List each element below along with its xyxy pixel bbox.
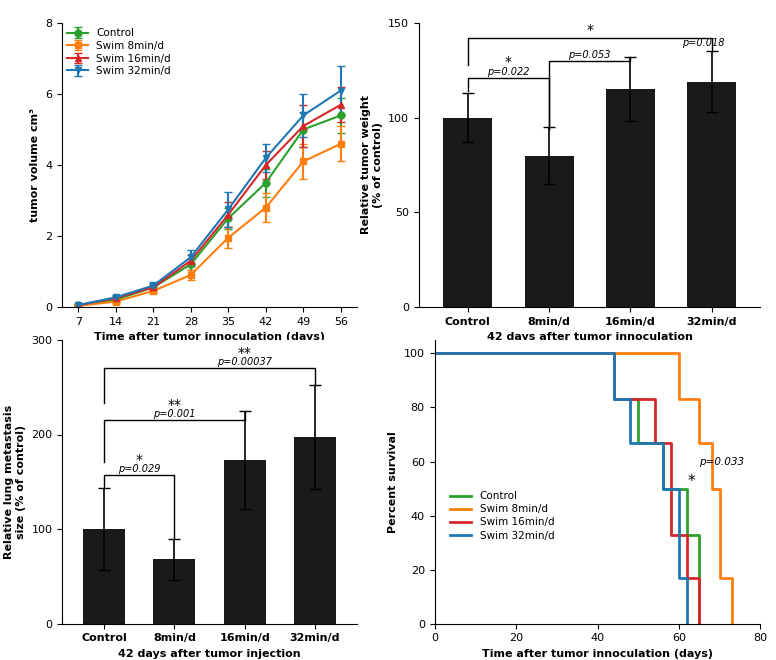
Swim 8min/d <box>707 484 716 492</box>
Swim 32min/d <box>683 620 692 628</box>
Swim 32min/d <box>674 574 684 581</box>
Swim 16min/d <box>430 349 439 357</box>
Swim 32min/d <box>658 484 667 492</box>
Swim 32min/d <box>625 439 635 447</box>
Line: Swim 16min/d: Swim 16min/d <box>435 353 699 624</box>
Swim 8min/d <box>601 349 611 357</box>
Text: p=0.029: p=0.029 <box>118 464 161 475</box>
Legend: Control, Swim 8min/d, Swim 16min/d, Swim 32min/d: Control, Swim 8min/d, Swim 16min/d, Swim… <box>446 487 559 544</box>
X-axis label: Time after tumor innoculation (days): Time after tumor innoculation (days) <box>94 332 325 342</box>
Swim 8min/d <box>430 349 439 357</box>
X-axis label: 42 days after tumor innoculation: 42 days after tumor innoculation <box>487 332 693 342</box>
X-axis label: Time after tumor innoculation (days): Time after tumor innoculation (days) <box>482 649 713 659</box>
Line: Swim 32min/d: Swim 32min/d <box>435 353 688 624</box>
Swim 16min/d <box>601 349 611 357</box>
Text: *: * <box>505 55 512 69</box>
Text: p=0.00037: p=0.00037 <box>217 357 272 368</box>
Swim 8min/d <box>715 574 725 581</box>
X-axis label: 42 days after tumor injection: 42 days after tumor injection <box>118 649 301 659</box>
Control <box>658 484 667 492</box>
Text: p=0.033: p=0.033 <box>699 457 744 467</box>
Control <box>430 349 439 357</box>
Text: p=0.001: p=0.001 <box>153 409 196 419</box>
Swim 8min/d <box>674 395 684 403</box>
Swim 16min/d <box>695 620 704 628</box>
Bar <box>606 89 655 307</box>
Swim 32min/d <box>593 349 602 357</box>
Line: Control: Control <box>435 353 699 624</box>
Swim 32min/d <box>430 349 439 357</box>
Swim 8min/d <box>695 439 704 447</box>
Swim 16min/d <box>650 439 660 447</box>
Control <box>633 439 643 447</box>
Swim 8min/d <box>727 620 736 628</box>
Control <box>683 531 692 539</box>
Bar <box>443 117 492 307</box>
Text: *: * <box>688 474 695 488</box>
Bar <box>525 156 573 307</box>
Control <box>609 395 618 403</box>
Y-axis label: Relative lung metastasis
size (% of control): Relative lung metastasis size (% of cont… <box>4 405 26 559</box>
Bar <box>154 560 196 624</box>
Line: Swim 8min/d: Swim 8min/d <box>435 353 732 624</box>
Text: *: * <box>136 453 143 467</box>
Swim 16min/d <box>695 620 704 628</box>
Swim 32min/d <box>683 620 692 628</box>
Text: p=0.018: p=0.018 <box>682 38 725 48</box>
Control <box>695 574 704 581</box>
Text: **: ** <box>168 398 182 412</box>
Swim 32min/d <box>609 395 618 403</box>
Text: **: ** <box>237 346 251 360</box>
Text: p=0.022: p=0.022 <box>487 67 530 77</box>
Bar <box>294 438 336 624</box>
Swim 8min/d <box>727 574 736 581</box>
Control <box>593 349 602 357</box>
Legend: Control, Swim 8min/d, Swim 16min/d, Swim 32min/d: Control, Swim 8min/d, Swim 16min/d, Swim… <box>68 28 171 76</box>
Y-axis label: Relative tumor weight
(% of control): Relative tumor weight (% of control) <box>361 96 383 234</box>
Bar <box>688 82 736 307</box>
Swim 16min/d <box>683 574 692 581</box>
Bar <box>83 529 125 624</box>
Y-axis label: Percent survival: Percent survival <box>388 431 398 533</box>
Y-axis label: tumor volume cm³: tumor volume cm³ <box>29 108 40 222</box>
Swim 16min/d <box>609 395 618 403</box>
Text: *: * <box>586 23 594 37</box>
Bar <box>223 460 265 624</box>
Text: p=0.053: p=0.053 <box>569 50 611 60</box>
Control <box>695 620 704 628</box>
Swim 16min/d <box>666 531 675 539</box>
